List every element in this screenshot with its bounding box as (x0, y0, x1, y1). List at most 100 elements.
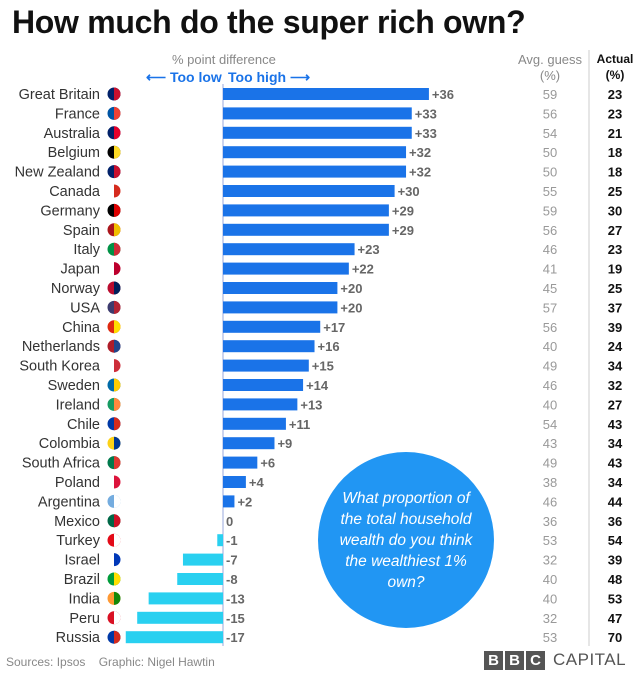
mx-flag-icon (107, 514, 121, 528)
actual-value: 36 (608, 514, 622, 529)
avg-guess-value: 59 (543, 203, 557, 218)
bar (223, 88, 429, 100)
chart-title: How much do the super rich own? (12, 4, 526, 40)
bar (223, 359, 309, 372)
kr-flag-icon (107, 359, 121, 373)
country-label: Spain (63, 223, 100, 239)
actual-value: 18 (608, 165, 622, 180)
bar (148, 592, 223, 605)
bar (223, 165, 407, 178)
bar (223, 456, 258, 469)
bar (223, 126, 412, 139)
avg-guess-value: 32 (543, 611, 557, 626)
actual-value: 18 (608, 145, 622, 160)
actual-value: 27 (608, 223, 622, 238)
avg-guess-value: 56 (543, 106, 557, 121)
be-flag-icon (107, 145, 121, 159)
country-label: Russia (56, 630, 101, 646)
country-label: Italy (73, 242, 100, 258)
country-label: Peru (69, 611, 100, 627)
country-label: Colombia (39, 436, 101, 452)
avg-guess-value: 56 (543, 223, 557, 238)
actual-value: 27 (608, 397, 622, 412)
too-low-label: ⟵ Too low (146, 69, 222, 85)
value-label: -15 (226, 611, 245, 626)
gb-flag-icon (107, 87, 121, 101)
guess-header: Avg. guess (517, 52, 583, 67)
nz-flag-icon (107, 165, 121, 179)
avg-guess-value: 38 (543, 475, 557, 490)
bar (223, 262, 349, 275)
country-label: Israel (65, 553, 100, 569)
value-label: -8 (226, 572, 238, 587)
value-label: +36 (432, 87, 454, 102)
country-label: Belgium (48, 145, 100, 161)
se-flag-icon (107, 378, 121, 392)
actual-value: 23 (608, 242, 622, 257)
avg-guess-value: 40 (543, 397, 557, 412)
bar (177, 573, 223, 585)
value-label: -17 (226, 630, 245, 645)
value-label: +30 (398, 184, 420, 199)
bar (223, 340, 315, 353)
value-label: +13 (300, 397, 322, 412)
country-label: India (69, 591, 101, 607)
avg-guess-value: 54 (543, 126, 557, 141)
avg-guess-value: 55 (543, 184, 557, 199)
graphic-credit: Graphic: Nigel Hawtin (98, 655, 215, 669)
value-label: +11 (289, 417, 310, 432)
actual-value: 37 (608, 300, 622, 315)
cl-flag-icon (107, 417, 121, 431)
country-label: New Zealand (15, 165, 100, 181)
bar (223, 146, 407, 159)
value-label: +23 (358, 242, 380, 257)
ar-flag-icon (107, 494, 121, 508)
actual-value: 47 (608, 611, 622, 626)
too-high-label: Too high ⟶ (228, 69, 311, 85)
avg-guess-value: 40 (543, 572, 557, 587)
actual-header-unit: (%) (605, 68, 625, 82)
bar (137, 611, 223, 624)
actual-value: 39 (608, 553, 622, 568)
avg-guess-value: 40 (543, 339, 557, 354)
pl-flag-icon (107, 475, 121, 489)
logo-word: CAPITAL (553, 650, 627, 669)
jp-flag-icon (107, 262, 121, 276)
actual-value: 34 (608, 436, 623, 451)
country-label: Norway (51, 281, 101, 297)
bar (223, 495, 235, 508)
ru-flag-icon (107, 630, 121, 644)
value-label: +17 (323, 320, 345, 335)
value-label: +33 (415, 106, 437, 121)
bar (217, 534, 223, 547)
bar (125, 631, 223, 644)
it-flag-icon (107, 242, 121, 256)
actual-value: 54 (608, 533, 623, 548)
actual-header: Actual (596, 52, 634, 66)
bar (223, 320, 321, 333)
es-flag-icon (107, 223, 121, 237)
country-label: USA (70, 300, 100, 316)
diff-header: % point difference (172, 52, 276, 67)
question-text: What proportion of the total household w… (339, 489, 473, 591)
country-label: Turkey (56, 533, 101, 549)
bar (182, 553, 223, 566)
country-label: Chile (67, 417, 100, 433)
de-flag-icon (107, 203, 121, 217)
avg-guess-value: 41 (543, 262, 557, 277)
actual-value: 39 (608, 320, 622, 335)
avg-guess-value: 57 (543, 300, 557, 315)
value-label: -7 (226, 553, 238, 568)
in-flag-icon (107, 591, 121, 605)
avg-guess-value: 46 (543, 378, 557, 393)
value-label: -1 (226, 533, 238, 548)
bar (223, 301, 338, 314)
actual-value: 24 (608, 339, 623, 354)
country-label: Australia (44, 126, 101, 142)
guess-header-unit: (%) (539, 68, 561, 83)
value-label: +16 (318, 339, 340, 354)
value-label: +14 (306, 378, 329, 393)
country-label: Canada (49, 184, 101, 200)
actual-value: 34 (608, 475, 623, 490)
bar (223, 379, 304, 391)
